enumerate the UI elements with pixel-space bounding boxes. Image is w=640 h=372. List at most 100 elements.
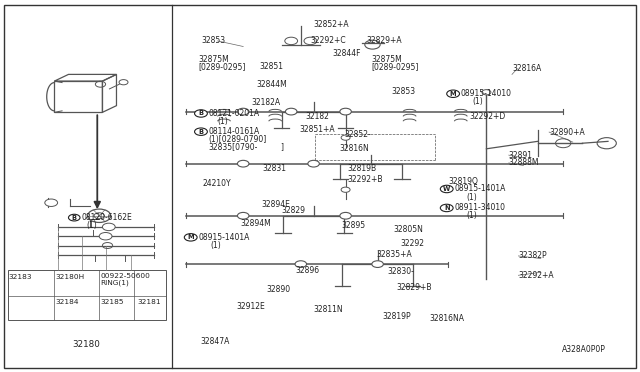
Circle shape [99,232,112,240]
Circle shape [308,160,319,167]
Text: 32844F: 32844F [333,49,362,58]
Text: 08114-0161A: 08114-0161A [209,127,260,136]
Text: A328A0P0P: A328A0P0P [562,345,606,354]
Text: 32183: 32183 [8,274,32,280]
Circle shape [440,204,453,212]
Circle shape [285,37,298,45]
Text: 32852+A: 32852+A [314,20,349,29]
Text: ]: ] [280,142,284,151]
Text: [0289-0295]: [0289-0295] [371,62,419,71]
Text: 32851+A: 32851+A [300,125,335,134]
Circle shape [68,214,80,221]
Circle shape [372,261,383,267]
Text: 32180H: 32180H [55,274,84,280]
Circle shape [341,135,350,140]
Text: 32875M: 32875M [198,55,229,64]
Text: (1): (1) [218,117,228,126]
Text: (1): (1) [472,97,483,106]
Text: 32805N: 32805N [393,225,423,234]
Text: (1)[0289-0790]: (1)[0289-0790] [209,135,267,144]
Circle shape [237,212,249,219]
Text: 32292+A: 32292+A [518,271,554,280]
Text: 32888M: 32888M [509,158,540,167]
Text: 32835[0790-: 32835[0790- [209,142,258,151]
Text: 32180: 32180 [72,340,100,349]
Text: 32816N: 32816N [339,144,369,153]
Text: 32829+B: 32829+B [397,283,432,292]
Text: 32912E: 32912E [237,302,266,311]
Circle shape [341,187,350,192]
Text: 32852-: 32852- [344,130,371,139]
Text: 32182A: 32182A [252,98,281,107]
Text: 32894E: 32894E [261,200,290,209]
Circle shape [340,212,351,219]
Circle shape [447,90,460,97]
Text: 32816NA: 32816NA [429,314,465,323]
Text: 32292+C: 32292+C [310,36,346,45]
Text: 32184: 32184 [55,299,79,305]
Circle shape [340,108,351,115]
Circle shape [440,185,453,193]
Text: W: W [443,186,451,192]
Text: 32894M: 32894M [240,219,271,228]
Text: B: B [72,215,77,221]
Text: 08911-34010: 08911-34010 [454,203,506,212]
Circle shape [45,199,58,206]
Circle shape [237,160,249,167]
Text: M: M [188,234,194,240]
Text: (1): (1) [466,193,477,202]
Circle shape [184,234,197,241]
Text: 32851: 32851 [259,62,284,71]
Text: (1): (1) [210,241,221,250]
Text: 32819Q: 32819Q [448,177,478,186]
Text: 32185: 32185 [100,299,124,305]
Text: RING(1): RING(1) [100,279,129,286]
Text: 32819P: 32819P [382,312,411,321]
Text: (1): (1) [466,211,477,220]
Text: 08915-1401A: 08915-1401A [454,185,506,193]
Text: 24210Y: 24210Y [202,179,231,188]
Text: 32829+A: 32829+A [366,36,402,45]
Text: 32853: 32853 [202,36,226,45]
Circle shape [295,261,307,267]
Text: B: B [198,129,204,135]
Text: 32181: 32181 [138,299,161,305]
Text: 32875M: 32875M [371,55,402,64]
Circle shape [102,223,115,231]
Text: 32844M: 32844M [256,80,287,89]
Text: 32853: 32853 [392,87,416,96]
Text: 08915-14010: 08915-14010 [461,89,512,98]
Text: 08120-6162E: 08120-6162E [82,213,132,222]
Text: 32382P: 32382P [518,251,547,260]
Text: 00922-50600: 00922-50600 [100,273,150,279]
Text: 32890: 32890 [266,285,291,294]
Text: [0289-0295]: [0289-0295] [198,62,246,71]
Text: 32292+D: 32292+D [469,112,506,121]
Text: 32182: 32182 [305,112,329,121]
Text: 32830-: 32830- [388,267,415,276]
Text: 32896: 32896 [296,266,320,275]
Text: (1): (1) [86,221,97,230]
Circle shape [195,110,207,117]
Circle shape [195,128,207,135]
Text: 32895: 32895 [342,221,366,230]
Text: 32292: 32292 [401,239,425,248]
Text: 32811N: 32811N [314,305,343,314]
Circle shape [285,108,297,115]
Text: 32829: 32829 [282,206,306,215]
Text: 32292+B: 32292+B [348,175,383,184]
Text: 32831: 32831 [262,164,287,173]
Text: N: N [444,205,449,211]
Circle shape [237,108,249,115]
Circle shape [482,90,491,95]
Text: 32891: 32891 [509,151,532,160]
Text: 08915-1401A: 08915-1401A [198,233,250,242]
Text: B: B [198,110,204,116]
Circle shape [304,37,317,45]
Text: 32819B: 32819B [348,164,377,173]
Text: M: M [450,91,456,97]
Text: 32847A: 32847A [200,337,230,346]
Text: 32835+A: 32835+A [376,250,412,259]
Text: 08121-0201A: 08121-0201A [209,109,260,118]
Text: 32890+A: 32890+A [549,128,585,137]
